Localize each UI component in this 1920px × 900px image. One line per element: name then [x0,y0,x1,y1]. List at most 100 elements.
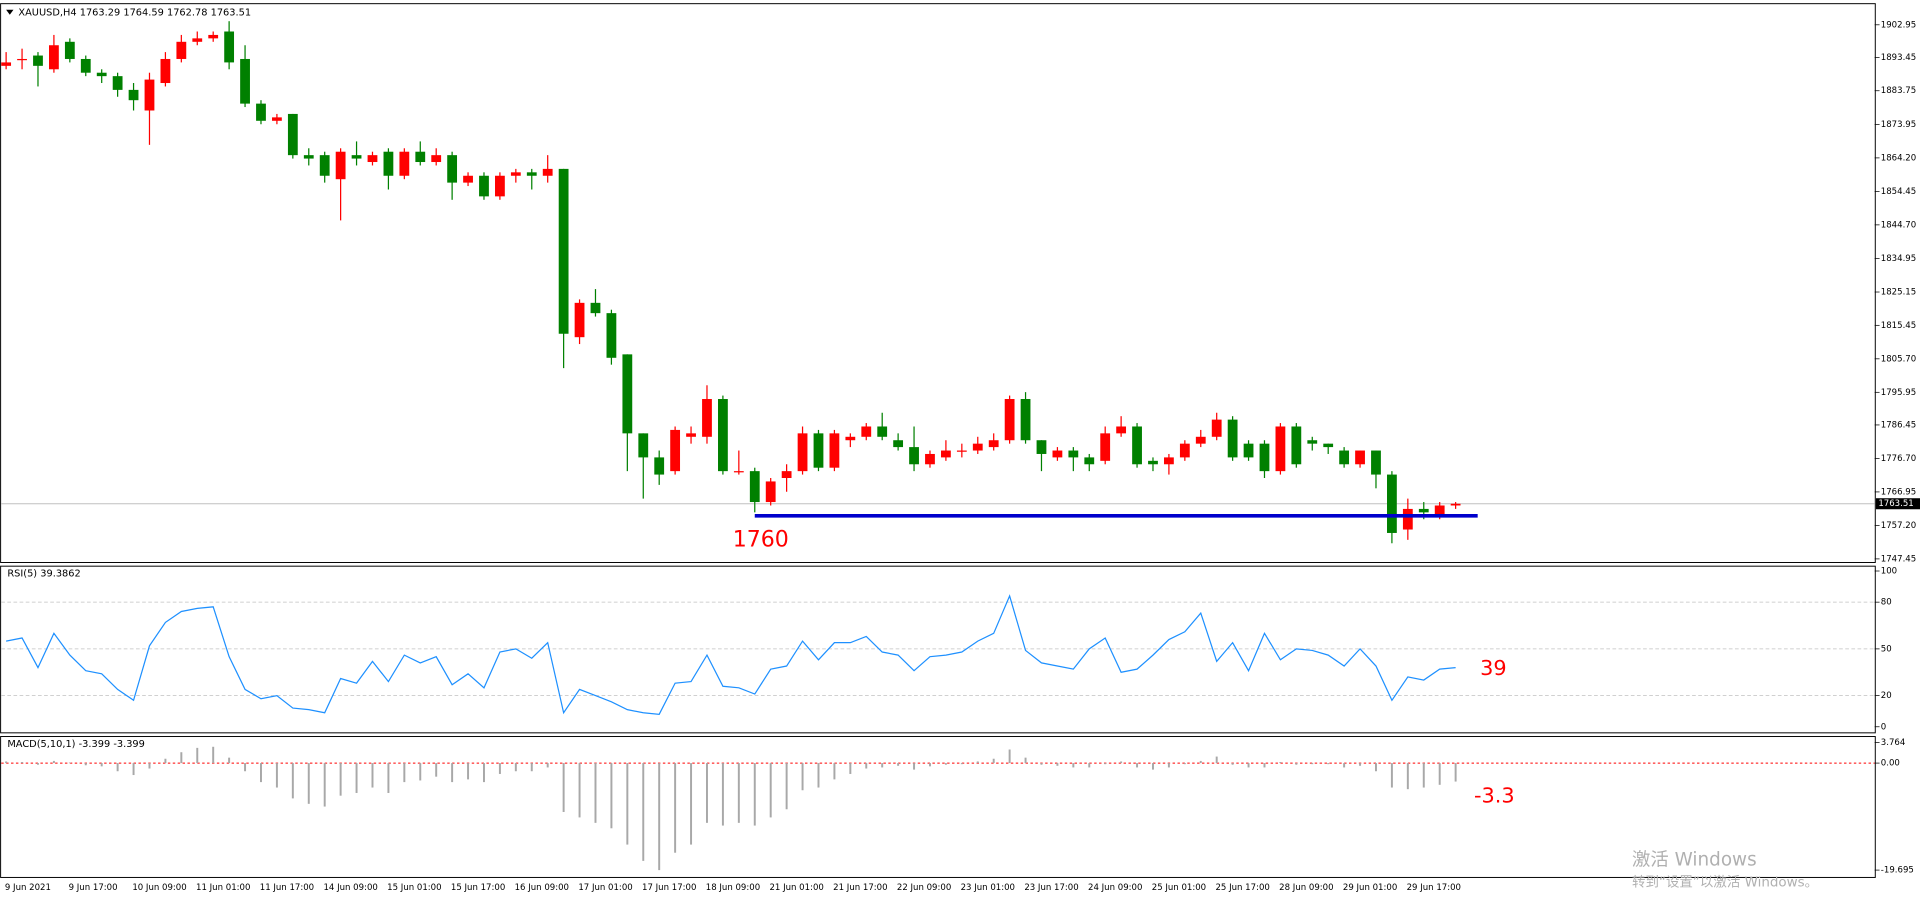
macd-bar [1183,763,1186,765]
candle-body [128,89,139,101]
x-tick-label: 15 Jun 01:00 [387,883,441,893]
candle-body [176,41,187,59]
candle-body [1307,440,1318,444]
candle-body [765,481,776,503]
macd-annotation: -3.3 [1474,784,1515,808]
candle-body [972,443,983,451]
macd-bar [260,763,262,783]
y-tick-label: 0.00 [1881,759,1900,769]
candle-body [1179,443,1190,458]
candle-body [1004,399,1015,441]
macd-bar [1422,763,1425,788]
candle-body [638,433,649,458]
candle-body [526,172,537,176]
candle-body [463,175,473,183]
macd-bar [944,763,947,765]
y-tick-label: 1873.95 [1881,120,1916,130]
macd-bar [706,763,708,823]
candle-body [1291,426,1302,465]
macd-bar [594,763,597,823]
macd-bar [1088,763,1091,768]
macd-bar [355,763,358,793]
macd-bar [881,763,884,768]
candle-body [160,58,171,84]
macd-bar [1152,763,1154,770]
macd-bar [1438,763,1441,785]
macd-bar [1374,763,1377,772]
x-tick-label: 22 Jun 09:00 [897,883,951,893]
y-tick-label: 100 [1881,567,1897,577]
y-tick-label: 1834.95 [1881,254,1916,264]
candle-body [542,168,553,176]
candle-body [1084,457,1095,465]
candle-body [1148,460,1158,465]
candle-body [1371,450,1381,475]
candle-body [1243,443,1254,458]
macd-bar [626,763,629,845]
y-tick-label: 1776.70 [1881,454,1916,464]
candle-body [558,168,569,334]
candle-body [479,175,489,197]
macd-bar [674,763,677,853]
watermark-text: 转到“设置”以激活 Windows。 [1632,874,1818,890]
macd-bar [1120,761,1123,764]
y-tick-label: 20 [1881,691,1892,701]
candle-body [510,172,521,176]
macd-bar [323,763,326,807]
candle-body [1275,426,1286,472]
candle-body [1323,443,1334,448]
macd-bar [483,763,485,783]
candle-body [781,471,792,479]
candle-body [49,45,59,70]
x-tick-label: 28 Jun 09:00 [1279,883,1333,893]
x-tick-label: 23 Jun 17:00 [1024,883,1078,893]
candle-body [845,436,856,441]
macd-bar [52,760,55,764]
y-tick-label: 1844.70 [1881,220,1916,230]
candle-body [1020,399,1031,441]
candle-body [797,433,808,472]
price-title: XAUUSD,H4 1763.29 1764.59 1762.78 1763.5… [18,7,251,18]
candle-body [813,433,824,468]
candle-body [208,34,219,39]
y-tick-label: 1893.45 [1881,53,1916,63]
candle-body [319,155,330,176]
macd-bar [865,763,868,769]
level-label: 1760 [733,527,789,552]
macd-bar [1040,763,1043,765]
macd-bar [801,763,804,791]
candle-body [495,175,505,197]
price-pane [0,3,1876,563]
y-tick-label: 1883.75 [1881,86,1916,96]
x-tick-label: 21 Jun 17:00 [833,883,887,893]
y-tick-label: 1805.70 [1881,354,1916,364]
macd-bar [228,757,231,764]
y-tick-label: 1795.95 [1881,388,1916,398]
macd-bar [769,763,772,818]
x-tick-label: 23 Jun 01:00 [961,883,1015,893]
macd-bar [753,763,756,826]
macd-bar [498,763,501,774]
x-tick-label: 18 Jun 09:00 [706,883,760,893]
macd-bar [5,761,8,764]
macd-bar [530,763,533,772]
candle-body [17,58,27,61]
rsi-pane [0,565,1876,734]
macd-bar [1390,763,1393,788]
x-tick-label: 14 Jun 09:00 [323,883,377,893]
candle-body [80,58,91,73]
candle-body [1132,426,1142,465]
macd-bar [68,762,71,764]
y-tick-label: 1854.45 [1881,187,1916,197]
candle-body [1259,443,1270,472]
candle-body [33,55,43,66]
candle-body [287,113,298,156]
menu-triangle[interactable] [6,9,14,15]
macd-bar [196,747,199,764]
y-tick-label: 50 [1881,644,1892,654]
candle-body [686,433,696,437]
macd-bar [1406,763,1409,790]
macd-bar [913,763,916,770]
